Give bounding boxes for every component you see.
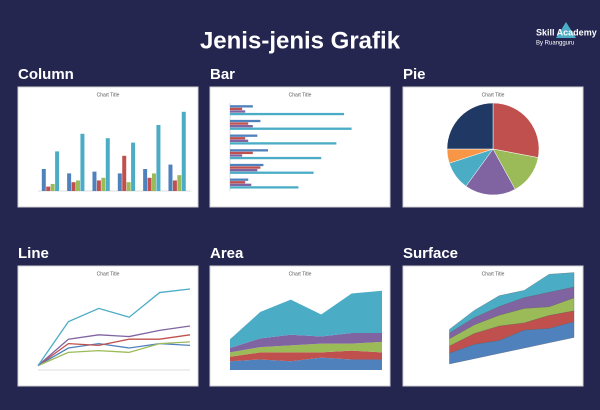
bar (230, 110, 246, 113)
bar (76, 180, 80, 191)
brand-name: Skill Academy (536, 27, 597, 37)
line-series (37, 341, 191, 367)
chart-card (209, 86, 391, 208)
line-series (37, 334, 191, 367)
chart-panel: Surface Chart Title (402, 245, 584, 387)
bar (131, 142, 136, 191)
bar (230, 163, 264, 167)
bar (230, 149, 268, 152)
bar (230, 154, 243, 157)
bar (156, 125, 161, 191)
area-series (449, 272, 575, 334)
pie-slice (446, 102, 494, 150)
bar (230, 181, 246, 184)
panel-label: Pie (403, 66, 426, 83)
chart-title: Chart Title (482, 271, 505, 277)
bar (230, 166, 261, 169)
brand-sub: By Ruangguru (536, 41, 574, 47)
bar (230, 139, 249, 142)
bar (230, 122, 249, 125)
bar (230, 169, 258, 172)
chart-title: Chart Title (97, 271, 120, 277)
line-series (37, 288, 191, 366)
chart-card (17, 265, 199, 387)
area-series (230, 290, 382, 348)
bar (230, 125, 253, 128)
area-series (230, 333, 382, 353)
bar (230, 134, 258, 137)
pie-slice (492, 102, 540, 158)
area-series (230, 341, 382, 357)
bar (230, 183, 252, 186)
area-series (230, 350, 382, 362)
bar (230, 112, 344, 116)
bar (177, 175, 182, 191)
bar (126, 182, 131, 191)
area-series (230, 357, 382, 370)
chart-panel: Line Chart Title (17, 245, 199, 387)
bar (230, 156, 322, 160)
surface-plot (449, 272, 575, 365)
chart-title: Chart Title (97, 92, 120, 98)
bar (46, 186, 51, 191)
bar (172, 180, 177, 191)
panel-label: Column (18, 66, 74, 83)
panel-label: Area (210, 245, 244, 262)
bar (230, 137, 246, 140)
bar (168, 164, 173, 191)
bar (122, 155, 127, 191)
panel-label: Surface (403, 245, 458, 262)
chart-panel: Column Chart Title (17, 66, 199, 208)
bar (101, 177, 106, 191)
bar (181, 111, 186, 191)
panel-label: Line (18, 245, 49, 262)
chart-title: Chart Title (482, 92, 505, 98)
page-title: Jenis-jenis Grafik (200, 27, 401, 54)
pie-slice (465, 148, 516, 196)
chart-panel: Bar Chart Title (209, 66, 391, 208)
bar (230, 151, 253, 155)
chart-title: Chart Title (289, 271, 312, 277)
bar (147, 177, 152, 191)
bar (92, 171, 97, 191)
bar (230, 186, 299, 189)
bar (152, 173, 156, 191)
bar (117, 173, 122, 191)
bar (96, 180, 101, 191)
bar (230, 127, 352, 130)
bar (105, 138, 110, 191)
bar (55, 151, 60, 191)
bar (230, 105, 253, 108)
brand-icon (556, 22, 576, 38)
bar (230, 178, 249, 181)
bar (230, 171, 314, 174)
line-series (37, 325, 191, 367)
bar (80, 133, 85, 191)
bar (41, 169, 46, 191)
bar (50, 183, 55, 191)
panel-label: Bar (210, 66, 235, 83)
bar (67, 173, 72, 191)
chart-title: Chart Title (289, 92, 312, 98)
bar (71, 182, 76, 191)
panels: Column Chart Title Bar Chart Title Pie Chart … (17, 66, 584, 387)
chart-panel: Pie Chart Title (402, 66, 584, 208)
chart-panel: Area Chart Title (209, 245, 391, 387)
bar (230, 107, 243, 111)
bar (230, 119, 261, 123)
bar (143, 169, 148, 191)
bar (230, 142, 337, 145)
